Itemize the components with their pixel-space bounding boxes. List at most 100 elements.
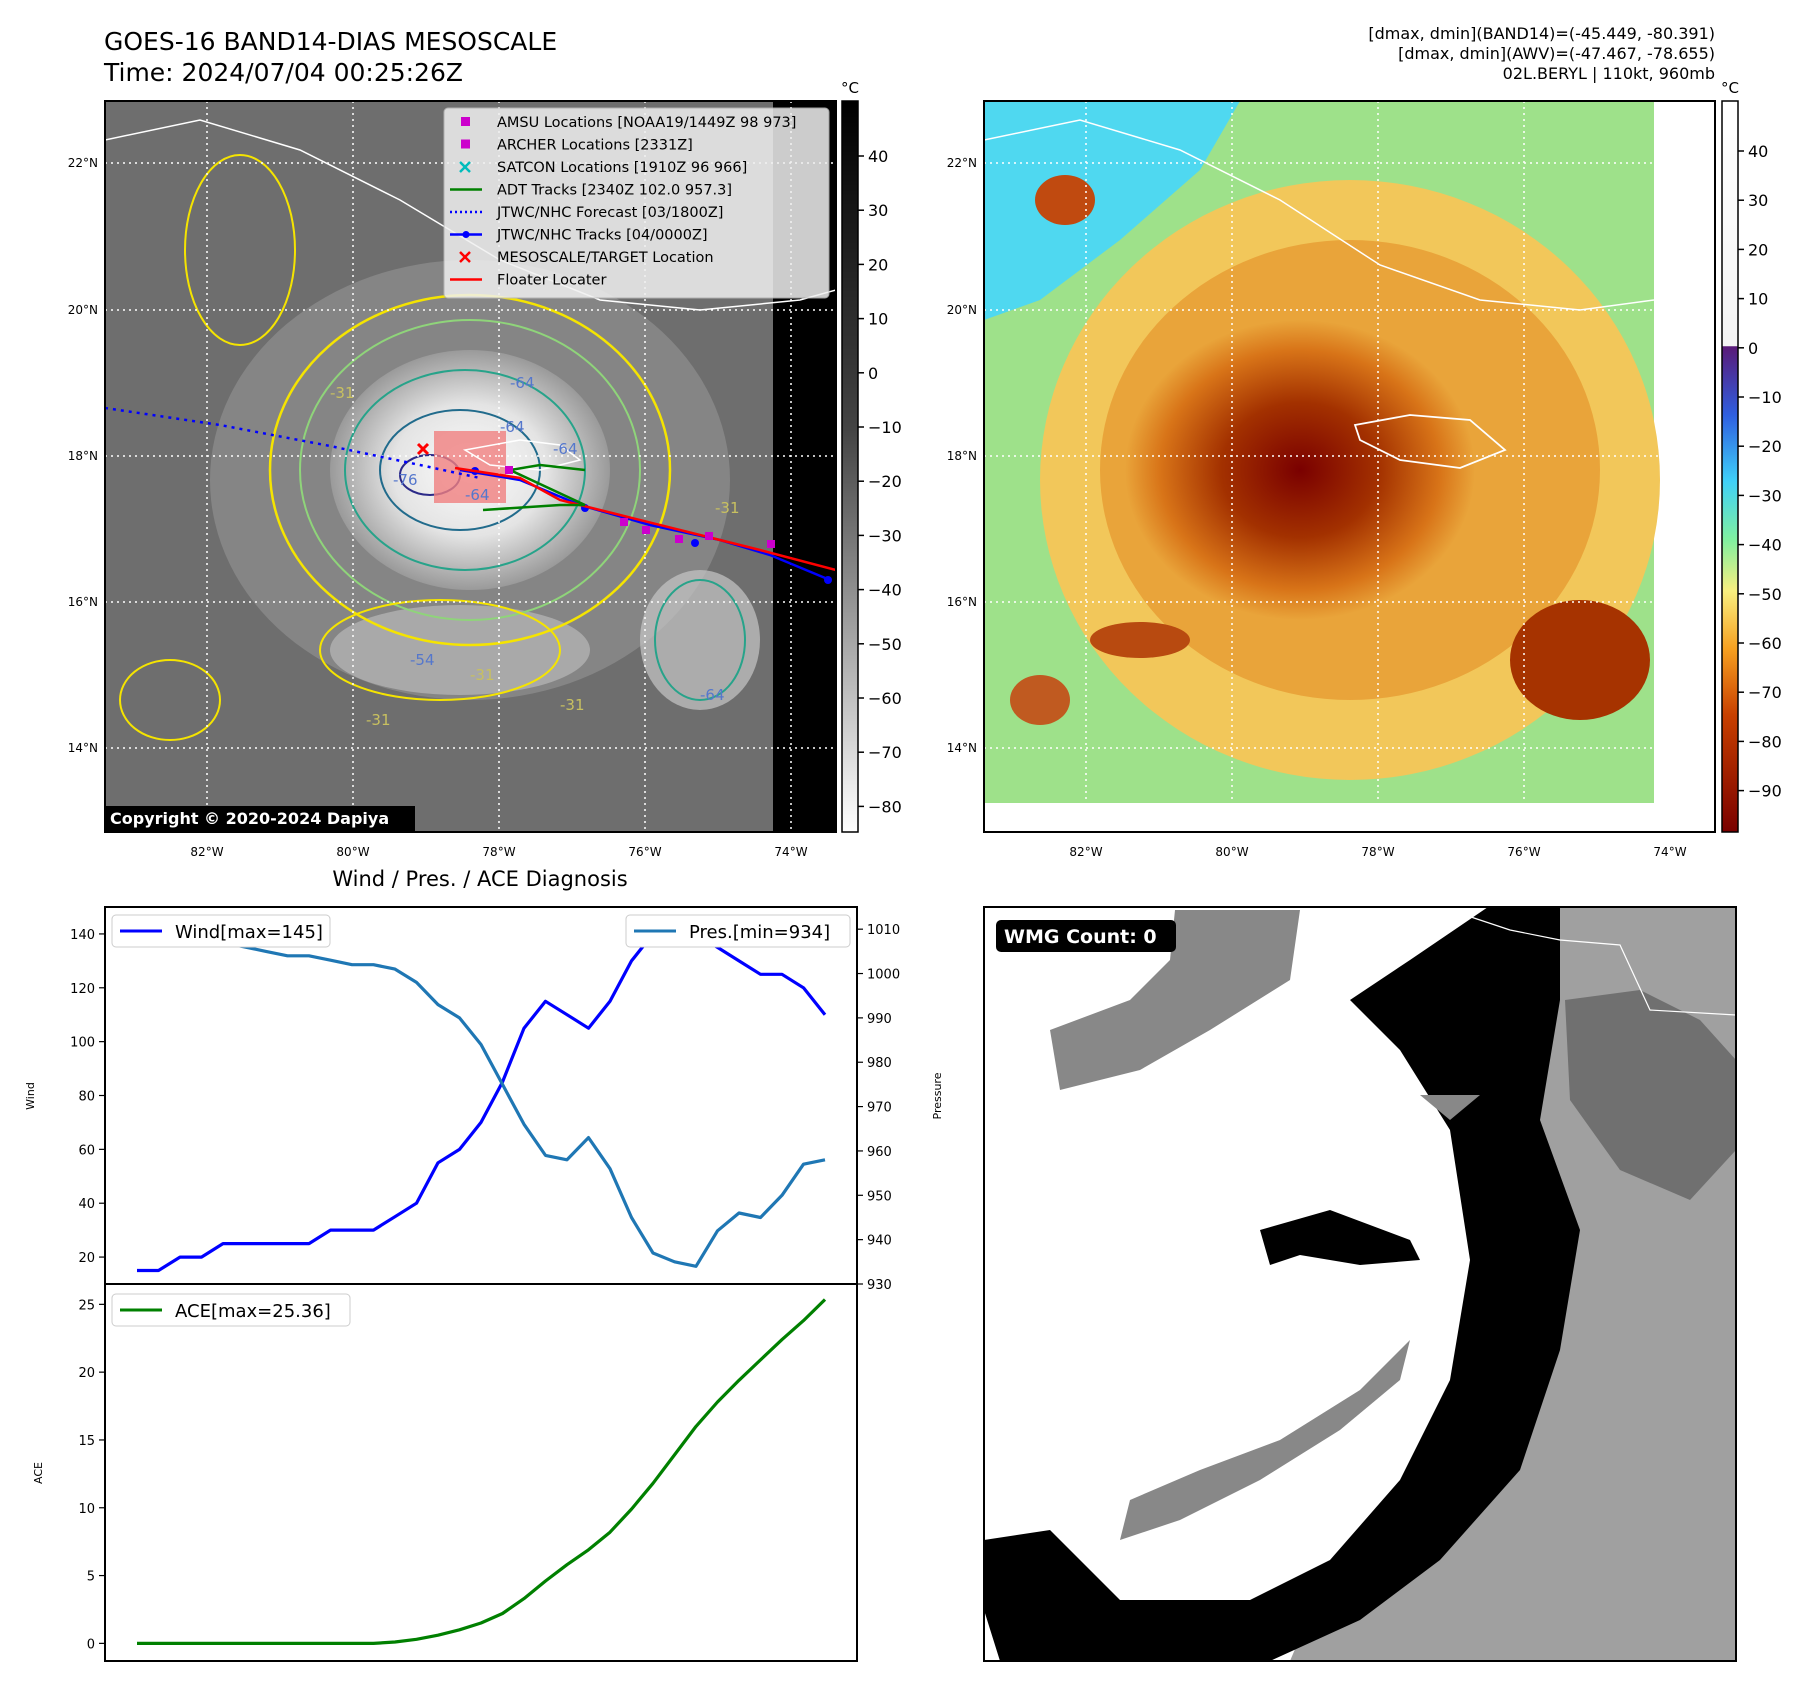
ir-lat-label: 14°N — [68, 741, 98, 755]
axis-tick-label: 20 — [78, 1251, 95, 1266]
awv-frame — [983, 100, 1716, 833]
target-box — [434, 431, 506, 503]
axis-tick-label: 120 — [70, 982, 95, 997]
ir-lon-label: 80°W — [336, 845, 369, 859]
colorbar-tick-label: −50 — [1748, 585, 1782, 604]
axis-tick-label: 960 — [867, 1145, 892, 1160]
ir-lat-label: 16°N — [68, 595, 98, 609]
wmg-gray-band — [1120, 1340, 1410, 1540]
axis-tick-label: 1000 — [867, 968, 900, 983]
wmg-panel: WMG Count: 0 — [983, 898, 1737, 1662]
axis-tick-label: 20 — [78, 1366, 95, 1381]
awv-lat-label: 20°N — [947, 303, 977, 317]
contour-label: -64 — [553, 440, 578, 458]
awv-lon-label: 74°W — [1653, 845, 1686, 859]
colorbar-tick-label: 10 — [1748, 290, 1768, 309]
ir-map-panel: -64 -64 -64 -76 -64 -31 -31 -31 -31 -54 … — [105, 101, 836, 832]
awv-cuba-cell — [1035, 175, 1095, 225]
ir-colorbar-unit: °C — [841, 79, 859, 97]
ir-lon-label: 74°W — [774, 845, 807, 859]
awv-coast-cuba — [984, 119, 1655, 311]
awv-dry-region — [984, 101, 1240, 320]
pres-legend-box — [625, 914, 851, 948]
storm-summary: 02L.BERYL | 110kt, 960mb — [1502, 64, 1715, 83]
ace-line — [137, 1298, 827, 1646]
contour-label: -31 — [715, 499, 740, 517]
awv-sw-band — [1090, 622, 1190, 658]
colorbar-tick-label: −10 — [1748, 388, 1782, 407]
contour-labels: -64 -64 -64 -76 -64 -31 -31 -31 -31 -54 … — [330, 374, 740, 729]
colorbar-tick-label: 40 — [1748, 142, 1768, 161]
legend-square-marker — [461, 117, 470, 126]
colorbar-tick-label: 20 — [868, 255, 888, 274]
colorbar-tick-label: −30 — [1748, 486, 1782, 505]
pressure-line — [137, 936, 826, 1268]
axis-tick-label: 990 — [867, 1012, 892, 1027]
ir-frame — [104, 100, 837, 833]
colorbar-tick-label: −50 — [868, 635, 902, 654]
colorbar-tick-label: −30 — [868, 526, 902, 545]
awv-colorbar-unit: °C — [1721, 79, 1739, 97]
awv-lat-label: 18°N — [947, 449, 977, 463]
ir-east-cell — [640, 570, 760, 710]
contour-label: -31 — [470, 666, 495, 684]
colorbar-tick-label: −80 — [1748, 732, 1782, 751]
legend-dot — [462, 231, 470, 238]
awv-lon-label: 82°W — [1069, 845, 1102, 859]
awv-east-cell — [1510, 600, 1650, 720]
best-track-points — [471, 467, 832, 584]
contour-label: -54 — [410, 651, 435, 669]
best-track — [459, 468, 831, 582]
awv-range: [dmax, dmin](AWV)=(-47.467, -78.655) — [1398, 44, 1715, 63]
contour-label: -31 — [366, 711, 391, 729]
storm-info: [dmax, dmin](BAND14)=(-45.449, -80.391)[… — [1368, 24, 1715, 84]
colorbar-tick-label: −40 — [868, 581, 902, 600]
target-marker — [416, 442, 430, 456]
axis-tick-label: 40 — [78, 1197, 95, 1212]
awv-lon-label: 80°W — [1215, 845, 1248, 859]
title-line-2: Time: 2024/07/04 00:25:26Z — [104, 58, 463, 87]
legend-label: JTWC/NHC Forecast [03/1800Z] — [496, 205, 723, 221]
contour-label: -31 — [560, 696, 585, 714]
ir-lon-label: 76°W — [628, 845, 661, 859]
colorbar-tick-label: −60 — [868, 689, 902, 708]
axis-tick-label: 950 — [867, 1189, 892, 1204]
legend-label: SATCON Locations [1910Z 96 966] — [497, 160, 747, 176]
colorbar-tick-label: 0 — [1748, 339, 1758, 358]
wmg-gray-north — [1050, 910, 1300, 1090]
contour-label: -31 — [330, 384, 355, 402]
legend-x-marker — [459, 161, 471, 173]
colorbar-tick-label: −70 — [868, 743, 902, 762]
colorbar-tick-label: −40 — [1748, 536, 1782, 555]
colorbar-tick-label: −80 — [868, 797, 902, 816]
legend-square-marker — [461, 139, 470, 149]
awv-core — [1125, 320, 1475, 620]
contour-label: -64 — [500, 418, 525, 436]
adt-track — [482, 463, 586, 512]
contour-label: -64 — [700, 686, 725, 704]
ir-legend: AMSU Locations [NOAA19/1449Z 98 973] ARCH… — [443, 107, 830, 299]
wind-pres-panel: 140 120 100 80 60 40 20 1010 1000 990 980 970 960 95… — [24, 906, 944, 1293]
colorbar-tick-label: −20 — [1748, 437, 1782, 456]
colorbar-tick-label: 0 — [868, 364, 878, 383]
ir-lat-label: 18°N — [68, 449, 98, 463]
legend-label: AMSU Locations [NOAA19/1449Z 98 973] — [497, 115, 796, 131]
colorbar-tick-label: 40 — [868, 147, 888, 166]
axis-tick-label: 5 — [87, 1570, 95, 1585]
contour-band-31 — [319, 599, 561, 701]
awv-map-panel — [984, 101, 1715, 832]
ir-lon-label: 78°W — [482, 845, 515, 859]
colorbar-tick-label: 20 — [1748, 240, 1768, 259]
ace-legend-text: ACE[max=25.36] — [175, 1301, 331, 1322]
contour-40 — [299, 319, 641, 621]
colorbar-tick-label: −60 — [1748, 634, 1782, 653]
ace-frame — [104, 1283, 858, 1662]
colorbar-tick-label: 10 — [868, 310, 888, 329]
colorbar-tick-label: −90 — [1748, 782, 1782, 801]
awv-lat-label: 22°N — [947, 156, 977, 170]
axis-tick-label: 930 — [867, 1278, 892, 1293]
amsu-archer-points — [505, 466, 775, 548]
wmg-dark-gray — [1565, 990, 1736, 1200]
wmg-badge-text: WMG Count: 0 — [1004, 926, 1157, 948]
